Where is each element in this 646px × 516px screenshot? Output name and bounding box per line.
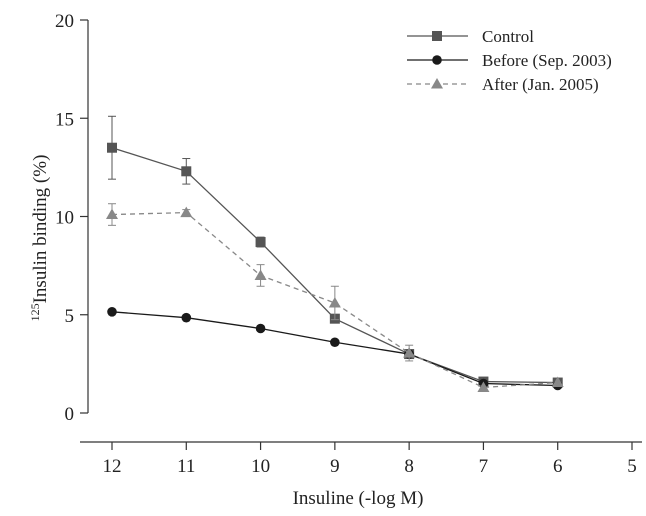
data-point (106, 208, 118, 220)
series-triangle (106, 203, 564, 392)
x-tick-label: 5 (627, 456, 637, 477)
plot-area (106, 115, 564, 392)
series-line (111, 147, 558, 384)
y-tick-label: 20 (55, 11, 74, 32)
data-point (107, 142, 117, 153)
legend-label: After (Jan. 2005) (482, 75, 599, 94)
legend-item: Control (407, 27, 534, 46)
x-tick-label: 6 (553, 456, 563, 477)
data-point (328, 296, 341, 308)
legend-marker (432, 55, 442, 65)
y-tick-label: 10 (55, 208, 74, 229)
legend-label: Control (482, 27, 534, 46)
x-tick-label: 9 (330, 456, 340, 477)
data-point (255, 323, 266, 334)
data-point (255, 237, 266, 248)
x-ticks: 12 11 10 9 8 7 6 5 (103, 442, 637, 477)
x-tick-label: 12 (103, 456, 122, 477)
legend-marker (432, 31, 442, 41)
legend-item: Before (Sep. 2003) (407, 51, 612, 70)
data-point (180, 206, 193, 218)
data-point (330, 337, 340, 348)
y-tick-label: 15 (55, 109, 74, 130)
x-axis-title: Insuline (-log M) (293, 488, 424, 509)
legend: Control Before (Sep. 2003) After (Jan. 200… (407, 27, 612, 94)
data-point (181, 166, 192, 177)
data-point (254, 269, 267, 280)
data-point (477, 381, 490, 392)
y-ticks: 0 5 10 15 20 (55, 11, 88, 425)
x-tick-label: 10 (251, 456, 270, 477)
x-tick-label: 7 (479, 456, 489, 477)
data-point (181, 312, 192, 323)
x-tick-label: 11 (177, 456, 195, 477)
legend-marker (431, 78, 443, 89)
legend-label: Before (Sep. 2003) (482, 51, 612, 70)
data-point (107, 307, 117, 317)
y-axis-title: 125Insulin binding (%) (28, 155, 51, 322)
legend-item: After (Jan. 2005) (407, 75, 599, 94)
x-tick-label: 8 (404, 456, 414, 477)
data-point (551, 376, 564, 388)
y-axis-title-superscript: 125 (28, 303, 42, 321)
y-tick-label: 5 (65, 306, 75, 327)
data-point (403, 347, 416, 358)
y-axis-title-main: Insulin binding (%) (30, 155, 51, 304)
y-tick-label: 0 (65, 404, 75, 425)
